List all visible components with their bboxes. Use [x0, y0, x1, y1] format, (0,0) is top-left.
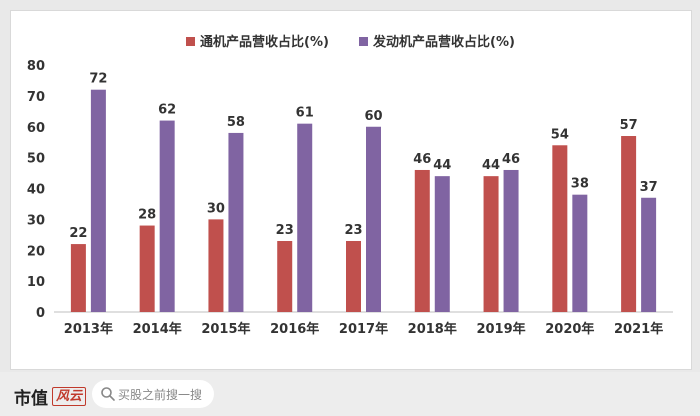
bar	[228, 132, 244, 312]
data-label: 57	[620, 118, 638, 133]
x-tick-label: 2018年	[408, 321, 457, 337]
bar	[346, 240, 361, 312]
y-tick-label: 60	[27, 121, 45, 136]
bar	[277, 240, 293, 312]
bar	[90, 89, 106, 312]
data-label: 44	[482, 158, 500, 173]
data-label: 46	[413, 152, 431, 167]
y-tick-label: 40	[27, 183, 45, 198]
bar	[139, 225, 155, 312]
data-label: 58	[227, 115, 245, 130]
data-label: 37	[640, 180, 658, 195]
chart-card: 0 10 20 30 40 50 60 70 80 22 72 2013年 28 62 2014年 30 58 2…	[10, 10, 692, 370]
bar	[434, 176, 450, 312]
data-label: 44	[433, 158, 451, 173]
bar	[414, 169, 430, 312]
data-label: 61	[296, 106, 314, 121]
legend-swatch	[359, 37, 368, 46]
y-tick-label: 50	[27, 152, 45, 167]
data-label: 54	[551, 127, 569, 142]
legend-label: 发动机产品营收占比(%)	[372, 34, 515, 50]
bar	[366, 126, 381, 312]
y-tick-label: 0	[36, 306, 45, 321]
bar	[483, 176, 499, 312]
legend-swatch	[186, 37, 195, 46]
data-label: 72	[89, 72, 107, 87]
bar	[641, 197, 657, 312]
data-label: 60	[364, 109, 382, 124]
data-label: 23	[276, 223, 294, 238]
x-tick-label: 2017年	[339, 321, 388, 337]
x-tick-label: 2014年	[133, 321, 182, 337]
bar	[208, 219, 224, 312]
y-tick-label: 30	[27, 213, 45, 228]
data-label: 28	[138, 208, 156, 223]
bar-chart: 0 10 20 30 40 50 60 70 80 22 72 2013年 28 62 2014年 30 58 2…	[27, 34, 673, 337]
legend-label: 通机产品营收占比(%)	[200, 34, 329, 50]
x-tick-label: 2013年	[64, 321, 113, 337]
search-box[interactable]: 买股之前搜一搜	[92, 380, 214, 408]
bar	[621, 136, 637, 312]
data-label: 62	[158, 103, 176, 118]
bar	[70, 244, 86, 312]
y-tick-label: 70	[27, 90, 45, 105]
brand-name: 市值	[14, 389, 48, 409]
data-label: 38	[571, 177, 589, 192]
x-tick-label: 2021年	[614, 321, 663, 337]
x-tick-label: 2016年	[270, 321, 319, 337]
data-label: 23	[344, 223, 362, 238]
search-icon	[101, 387, 115, 401]
bar	[159, 120, 175, 312]
x-tick-label: 2015年	[201, 321, 250, 337]
bar	[552, 145, 568, 312]
y-tick-label: 80	[27, 59, 45, 74]
bar	[572, 194, 588, 312]
x-tick-label: 2020年	[545, 321, 594, 337]
footer-bar: 市值 风云 买股之前搜一搜	[0, 372, 700, 416]
bar	[503, 169, 519, 312]
y-tick-label: 10	[27, 275, 45, 290]
data-label: 22	[69, 226, 87, 241]
data-label: 46	[502, 152, 520, 167]
brand-logo: 风云	[52, 387, 87, 406]
search-placeholder: 买股之前搜一搜	[118, 388, 203, 402]
data-label: 30	[207, 201, 225, 216]
y-tick-label: 20	[27, 244, 45, 259]
brand[interactable]: 市值 风云	[14, 384, 87, 409]
bar	[297, 123, 313, 312]
x-tick-label: 2019年	[476, 321, 525, 337]
